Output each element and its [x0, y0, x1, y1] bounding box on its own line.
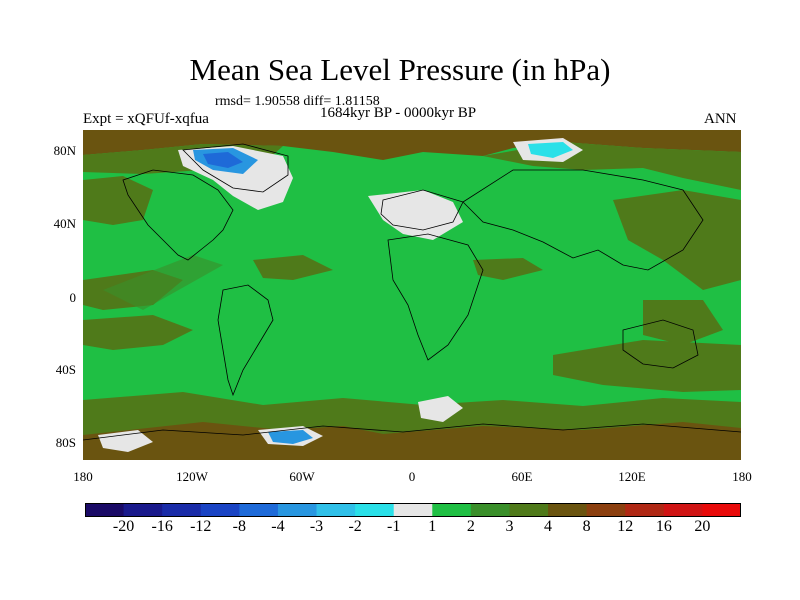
- coastlines: [83, 143, 741, 441]
- lon-label-120w: 120W: [176, 469, 208, 484]
- colorbar-label: 20: [694, 518, 711, 535]
- colorbar-label: -4: [271, 518, 285, 535]
- arctic-high-region: [83, 130, 741, 160]
- colorbar-label: -3: [309, 518, 324, 535]
- colorbar-swatch: [586, 503, 626, 517]
- south-america-coast: [217, 284, 274, 397]
- africa-coast: [387, 233, 484, 361]
- lat-label-80s: 80S: [55, 435, 76, 450]
- southern-pacific-olive: [83, 315, 193, 350]
- colorbar-label: 1: [428, 518, 437, 535]
- colorbar-label: -16: [151, 518, 173, 535]
- colorbar-label: 16: [655, 518, 672, 535]
- colorbar: [85, 503, 741, 517]
- north-america-coast: [122, 169, 234, 261]
- west-pacific-olive: [643, 300, 723, 345]
- southern-atlantic-neutral: [418, 396, 463, 422]
- asia-coast: [462, 169, 704, 271]
- lat-label-0: 0: [69, 290, 77, 305]
- colorbar-border: [85, 503, 741, 517]
- colorbar-swatch: [663, 503, 703, 517]
- siberia-negative: [528, 142, 573, 158]
- antarctic-brown-region: [83, 422, 741, 460]
- colorbar-label: 4: [544, 518, 553, 535]
- colorbar-swatch: [200, 503, 240, 517]
- colorbar-label: 3: [505, 518, 514, 535]
- season-label: ANN: [704, 111, 737, 127]
- colorbar-swatch: [162, 503, 202, 517]
- lon-label-180w: 180: [73, 469, 93, 484]
- antarctica-coast: [83, 423, 741, 441]
- antarctic-negative: [268, 430, 313, 444]
- colorbar-label: -2: [348, 518, 362, 535]
- colorbar-swatch: [548, 503, 588, 517]
- colorbar-label: 8: [582, 518, 591, 535]
- southern-indian-olive: [553, 340, 741, 392]
- colorbar-swatch: [509, 503, 549, 517]
- colorbar-swatch: [239, 503, 279, 517]
- lat-label-80n: 80N: [53, 143, 76, 158]
- australia-coast: [622, 319, 699, 369]
- south-atlantic-olive: [253, 255, 333, 280]
- mid-africa-olive: [473, 258, 543, 280]
- lon-label-180e: 180: [732, 469, 752, 484]
- lon-label-0: 0: [408, 469, 416, 484]
- rmsd-diff-stats: rmsd= 1.90558 diff= 1.81158: [215, 94, 380, 109]
- lon-label-120e: 120E: [618, 469, 646, 484]
- colorbar-swatch: [625, 503, 665, 517]
- experiment-label: Expt = xQFUf-xqfua: [83, 111, 209, 127]
- greenland-negative-core: [203, 152, 243, 168]
- lat-label-40n: 40N: [53, 216, 76, 231]
- colorbar-label: -1: [387, 518, 401, 535]
- europe-neutral: [368, 190, 463, 240]
- colorbar-label: 12: [617, 518, 634, 535]
- colorbar-swatch: [277, 503, 318, 517]
- tropical-pacific-olive-dots: [103, 255, 223, 310]
- colorbar-label: -12: [190, 518, 212, 535]
- colorbar-swatch: [432, 503, 472, 517]
- lon-label-60e: 60E: [511, 469, 533, 484]
- colorbar-swatch: [123, 503, 163, 517]
- colorbar-swatch: [470, 503, 510, 517]
- lon-label-60w: 60W: [289, 469, 315, 484]
- colorbar-label: -8: [232, 518, 246, 535]
- north-pacific-olive: [83, 176, 153, 225]
- period-label: 1684kyr BP - 0000kyr BP: [320, 105, 477, 121]
- greenland-coast: [182, 143, 289, 193]
- page-title: Mean Sea Level Pressure (in hPa): [189, 52, 611, 87]
- europe-coast: [380, 189, 464, 231]
- colorbar-swatch: [393, 503, 433, 517]
- ross-neutral: [98, 430, 153, 452]
- lat-label-40s: 40S: [55, 362, 76, 377]
- colorbar-swatch: [316, 503, 356, 517]
- colorbar-swatch: [355, 503, 395, 517]
- pressure-map: [83, 130, 741, 460]
- east-asia-olive: [613, 190, 741, 290]
- colorbar-label: 2: [466, 518, 475, 535]
- colorbar-swatch: [85, 503, 125, 517]
- colorbar-label: -20: [112, 518, 135, 535]
- colorbar-swatch: [702, 503, 741, 517]
